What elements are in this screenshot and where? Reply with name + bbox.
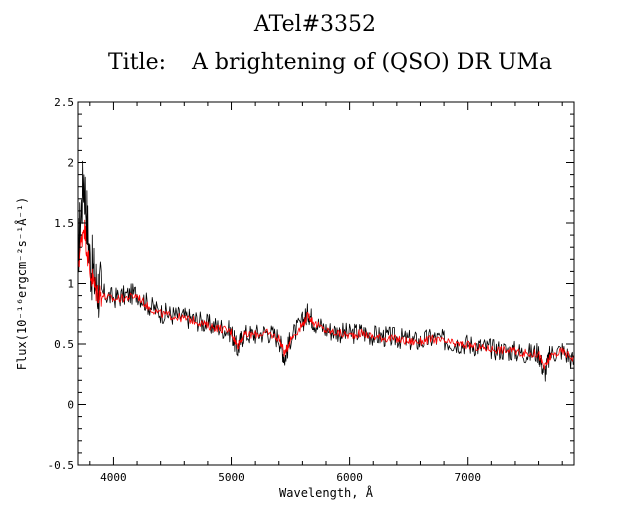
y-tick-label: 2 bbox=[67, 157, 74, 170]
x-tick-label: 7000 bbox=[454, 471, 481, 484]
y-tick-label: 2.5 bbox=[54, 96, 74, 109]
x-tick-label: 4000 bbox=[100, 471, 127, 484]
y-tick-label: -0.5 bbox=[48, 459, 75, 472]
title-label: Title: bbox=[108, 50, 167, 75]
ticks-layer: 4000 5000 6000 7000 -0.5 0 0.5 1 1.5 2 2.5 bbox=[48, 96, 574, 484]
y-tick-label: 1.5 bbox=[54, 217, 74, 230]
atel-number: ATel#3352 bbox=[253, 12, 377, 37]
x-axis-label: Wavelength, Å bbox=[279, 485, 374, 500]
series-line-2 bbox=[77, 219, 575, 370]
chart-header: ATel#3352 Title: A brightening of (QSO) … bbox=[0, 0, 630, 90]
series-line-1 bbox=[77, 160, 575, 382]
series-layer bbox=[77, 160, 575, 382]
x-tick-label: 5000 bbox=[218, 471, 245, 484]
chart-title: A brightening of (QSO) DR UMa bbox=[192, 50, 553, 75]
y-tick-label: 0 bbox=[67, 399, 74, 412]
plot-frame bbox=[77, 101, 575, 466]
y-tick-label: 0.5 bbox=[54, 338, 74, 351]
x-tick-label: 6000 bbox=[336, 471, 363, 484]
y-axis-label: Flux(10⁻¹⁶ergcm⁻²s⁻¹Å⁻¹) bbox=[14, 197, 29, 370]
y-tick-label: 1 bbox=[67, 278, 74, 291]
